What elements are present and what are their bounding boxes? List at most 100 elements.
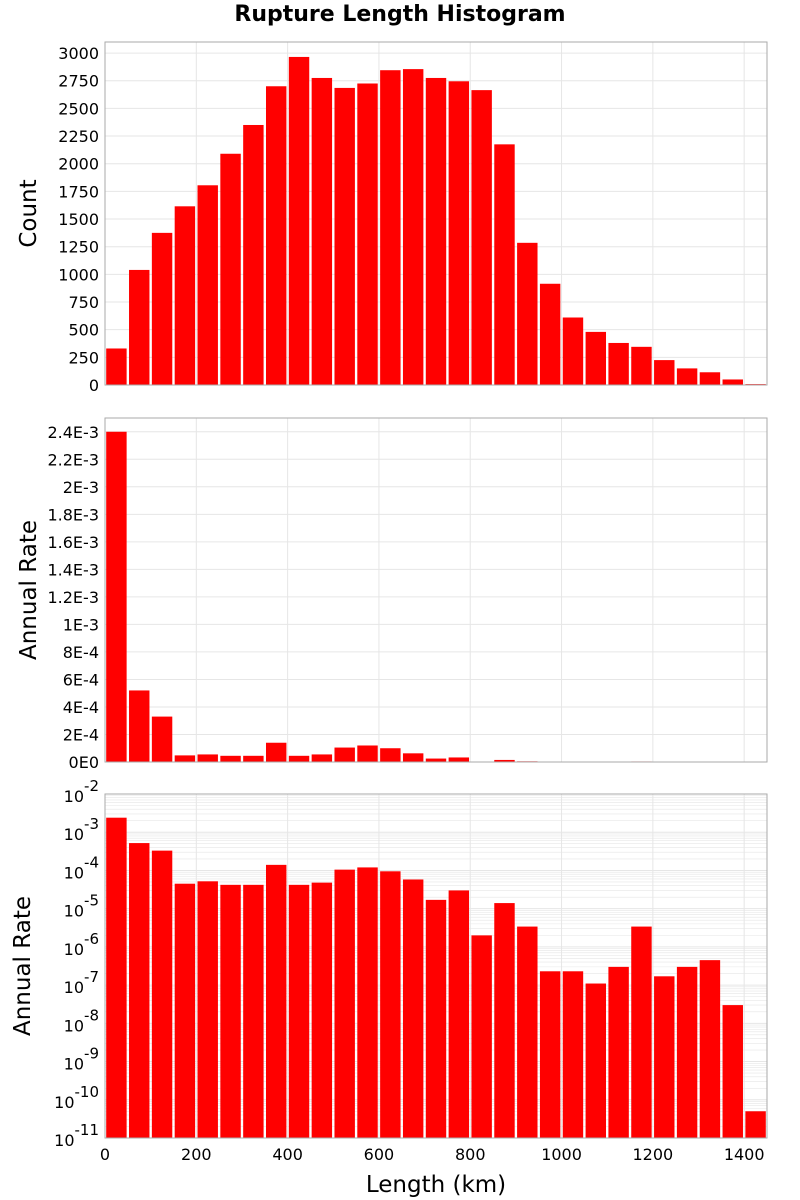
histogram-bar[interactable] [288,884,310,1138]
histogram-bar[interactable] [631,346,652,385]
histogram-bar[interactable] [197,881,218,1138]
histogram-bar[interactable] [288,56,310,385]
histogram-bar[interactable] [380,748,401,762]
histogram-bar[interactable] [676,966,698,1138]
plot-frame [104,417,768,763]
histogram-bar[interactable] [174,206,196,385]
y-tick-label: 1.4E-3 [47,560,99,579]
y-tick-label: 8E-4 [63,643,99,662]
histogram-bar[interactable] [608,966,629,1138]
y-tick-label: 1000 [58,265,99,284]
histogram-bar[interactable] [494,759,515,762]
histogram-bar[interactable] [129,690,150,762]
y-tick-label: 10-3 [64,815,99,844]
log-rate-panel: 10-2 10-3 10-4 10-5 10-6 10-7 10-8 10-9 10-10 10-… [10,777,768,1198]
histogram-bar[interactable] [517,242,538,385]
y-tick-labels: 0 250 500 750 1000 1250 1500 1750 2000 2250 2500 27… [58,44,99,395]
y-tick-label: 10-10 [54,1083,99,1112]
histogram-bar[interactable] [197,185,218,385]
histogram-bar[interactable] [654,360,675,385]
histogram-bar[interactable] [197,754,218,762]
y-tick-label: 2500 [58,99,99,118]
histogram-bar[interactable] [220,755,241,762]
histogram-bar[interactable] [311,77,333,385]
histogram-bar[interactable] [448,81,470,386]
histogram-bar[interactable] [334,87,355,386]
histogram-bar[interactable] [722,379,743,385]
histogram-bar[interactable] [448,890,470,1138]
histogram-bar[interactable] [357,745,378,762]
chart-title: Rupture Length Histogram [234,2,566,27]
histogram-bar[interactable] [699,960,721,1138]
histogram-bar[interactable] [151,232,173,385]
histogram-bar[interactable] [425,758,447,762]
y-tick-label: 2E-4 [63,725,99,744]
histogram-bar[interactable] [311,754,333,762]
histogram-bar[interactable] [494,903,515,1138]
histogram-bar[interactable] [539,971,561,1138]
histogram-bar[interactable] [106,348,127,385]
histogram-bar[interactable] [288,755,310,762]
y-tick-label: 10-2 [64,777,99,806]
histogram-bar[interactable] [151,716,173,762]
histogram-bar[interactable] [471,935,492,1138]
histogram-bar[interactable] [448,757,470,762]
histogram-bar[interactable] [631,926,652,1138]
histogram-bar[interactable] [357,83,378,385]
histogram-bar[interactable] [243,755,264,762]
histogram-bar[interactable] [220,153,241,385]
histogram-bar[interactable] [334,869,355,1138]
histogram-bar[interactable] [106,817,127,1138]
histogram-bar[interactable] [106,431,127,762]
histogram-bar[interactable] [585,331,607,385]
y-tick-label: 500 [68,321,99,340]
y-tick-label: 6E-4 [63,670,99,689]
histogram-bar[interactable] [380,871,401,1138]
histogram-bar[interactable] [174,755,196,762]
histogram-bar[interactable] [265,742,287,762]
histogram-bar[interactable] [654,976,675,1138]
histogram-bar[interactable] [151,850,173,1138]
y-tick-label: 1.2E-3 [47,588,99,607]
histogram-bar[interactable] [357,867,378,1138]
histogram-bar[interactable] [311,882,333,1138]
histogram-bar[interactable] [265,864,287,1138]
histogram-bar[interactable] [380,70,401,386]
y-tick-labels: 0E0 2E-4 4E-4 6E-4 8E-4 1E-3 1.2E-3 1.4E-3 1.6E-… [47,423,99,772]
y-tick-label: 2E-3 [63,478,99,497]
histogram-bar[interactable] [722,1005,743,1138]
x-tick-label: 1400 [724,1145,765,1164]
histogram-bar[interactable] [129,843,150,1138]
histogram-bar[interactable] [265,86,287,386]
histogram-bar[interactable] [676,368,698,385]
histogram-bar[interactable] [745,1111,766,1138]
histogram-bar[interactable] [402,753,424,762]
histogram-bar[interactable] [129,269,150,385]
histogram-bar[interactable] [334,747,355,762]
histogram-bar[interactable] [585,983,607,1138]
histogram-bar[interactable] [402,879,424,1138]
histogram-bar[interactable] [539,283,561,385]
x-tick-label: 800 [455,1145,486,1164]
histogram-bar[interactable] [608,342,629,385]
histogram-bar[interactable] [220,884,241,1138]
x-tick-label: 1000 [541,1145,582,1164]
histogram-bar[interactable] [402,69,424,385]
histogram-bar[interactable] [562,971,584,1138]
histogram-bar[interactable] [494,144,515,385]
y-tick-labels: 10-2 10-3 10-4 10-5 10-6 10-7 10-8 10-9 10-10 10-… [54,777,99,1150]
histogram-bar[interactable] [243,884,264,1138]
count-panel: 0 250 500 750 1000 1250 1500 1750 2000 2250 2500 27… [16,41,768,395]
rate-panel: 0E0 2E-4 4E-4 6E-4 8E-4 1E-3 1.2E-3 1.4E-3 1.6E-… [16,417,768,772]
x-tick-label: 200 [181,1145,212,1164]
histogram-bar[interactable] [471,90,492,385]
histogram-bar[interactable] [243,124,264,385]
histogram-bar[interactable] [517,926,538,1138]
histogram-bar[interactable] [562,317,584,385]
histogram-bar[interactable] [699,372,721,385]
histogram-bar[interactable] [425,77,447,385]
x-tick-label: 1200 [633,1145,674,1164]
y-tick-label: 10-8 [64,1006,99,1035]
histogram-bar[interactable] [174,883,196,1138]
histogram-bar[interactable] [425,899,447,1138]
